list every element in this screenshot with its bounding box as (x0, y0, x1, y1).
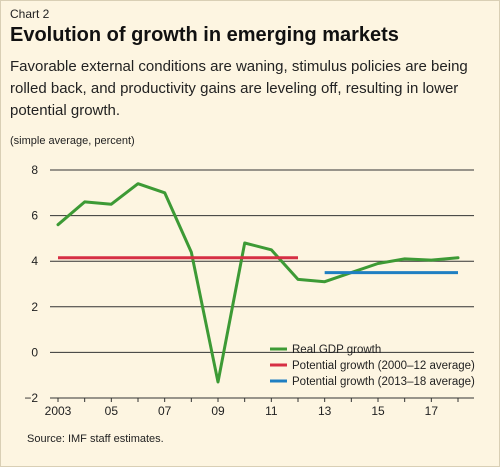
chart-title: Evolution of growth in emerging markets (10, 24, 399, 46)
y-tick-label: 2 (31, 300, 38, 314)
x-tick-label: 2003 (45, 404, 72, 418)
legend-label: Real GDP growth (292, 344, 381, 356)
x-tick-label: 13 (318, 404, 332, 418)
x-tick-label: 11 (265, 404, 278, 418)
legend-label: Potential growth (2013–18 average) (292, 376, 475, 388)
y-tick-label: 8 (31, 163, 38, 177)
chart-subtitle: Favorable external conditions are waning… (10, 58, 468, 119)
series-line-real-gdp (56, 182, 460, 384)
units-label: (simple average, percent) (10, 135, 135, 147)
legend-label: Potential growth (2000–12 average) (292, 360, 475, 372)
y-tick-label: −2 (24, 391, 38, 405)
y-tick-label: 4 (31, 254, 38, 268)
x-tick-label: 15 (371, 404, 385, 418)
chart-number-label: Chart 2 (10, 7, 50, 21)
x-tick-label: 07 (158, 404, 172, 418)
y-tick-label: 6 (31, 209, 38, 223)
x-tick-label: 09 (211, 404, 225, 418)
source-note: Source: IMF staff estimates. (27, 433, 164, 445)
x-tick-label: 05 (105, 404, 119, 418)
y-tick-label: 0 (31, 345, 38, 359)
x-tick-label: 17 (425, 404, 439, 418)
